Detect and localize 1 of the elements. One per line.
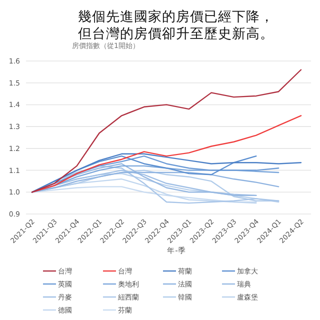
chart-title: 幾個先進國家的房價已經下降，但台灣的房價卻升至歷史新高。 bbox=[78, 9, 274, 42]
